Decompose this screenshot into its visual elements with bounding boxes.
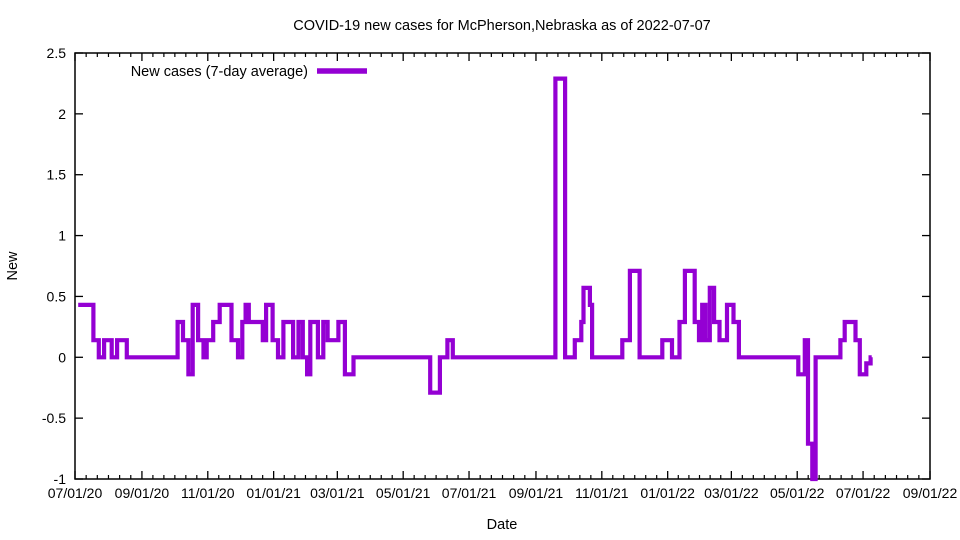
x-tick-label: 03/01/22 bbox=[704, 485, 759, 501]
x-tick-label: 03/01/21 bbox=[310, 485, 365, 501]
y-tick-label: 2 bbox=[58, 106, 66, 122]
x-tick-label: 07/01/22 bbox=[836, 485, 891, 501]
legend-label: New cases (7-day average) bbox=[131, 64, 308, 80]
chart-title: COVID-19 new cases for McPherson,Nebrask… bbox=[293, 18, 710, 34]
y-tick-label: -0.5 bbox=[42, 410, 66, 426]
y-tick-label: 2.5 bbox=[47, 45, 67, 61]
x-tick-label: 09/01/20 bbox=[115, 485, 170, 501]
x-tick-label: 11/01/21 bbox=[575, 485, 629, 501]
x-tick-label: 01/01/21 bbox=[246, 485, 301, 501]
y-tick-label: 0.5 bbox=[47, 288, 67, 304]
x-tick-label: 01/01/22 bbox=[640, 485, 695, 501]
y-tick-label: 0 bbox=[58, 349, 66, 365]
y-tick-label: -1 bbox=[54, 471, 67, 487]
plot-border bbox=[74, 52, 931, 480]
x-axis-label: Date bbox=[487, 517, 518, 533]
x-tick-label: 07/01/21 bbox=[442, 485, 497, 501]
x-tick-label: 07/01/20 bbox=[48, 485, 103, 501]
axes-group: -1 -0.5 0 0.5 1 1.5 2 2.5 07/01/20 09/01/20 11/01/… bbox=[42, 45, 958, 501]
x-tick-label: 09/01/22 bbox=[903, 485, 958, 501]
series-line bbox=[78, 76, 873, 482]
y-tick-label: 1 bbox=[58, 228, 66, 244]
y-tick-label: 1.5 bbox=[47, 167, 67, 183]
x-tick-label: 05/01/21 bbox=[376, 485, 431, 501]
y-axis-label: New bbox=[5, 251, 21, 281]
x-tick-label: 11/01/20 bbox=[181, 485, 235, 501]
x-tick-label: 09/01/21 bbox=[509, 485, 564, 501]
x-tick-label: 05/01/22 bbox=[770, 485, 825, 501]
